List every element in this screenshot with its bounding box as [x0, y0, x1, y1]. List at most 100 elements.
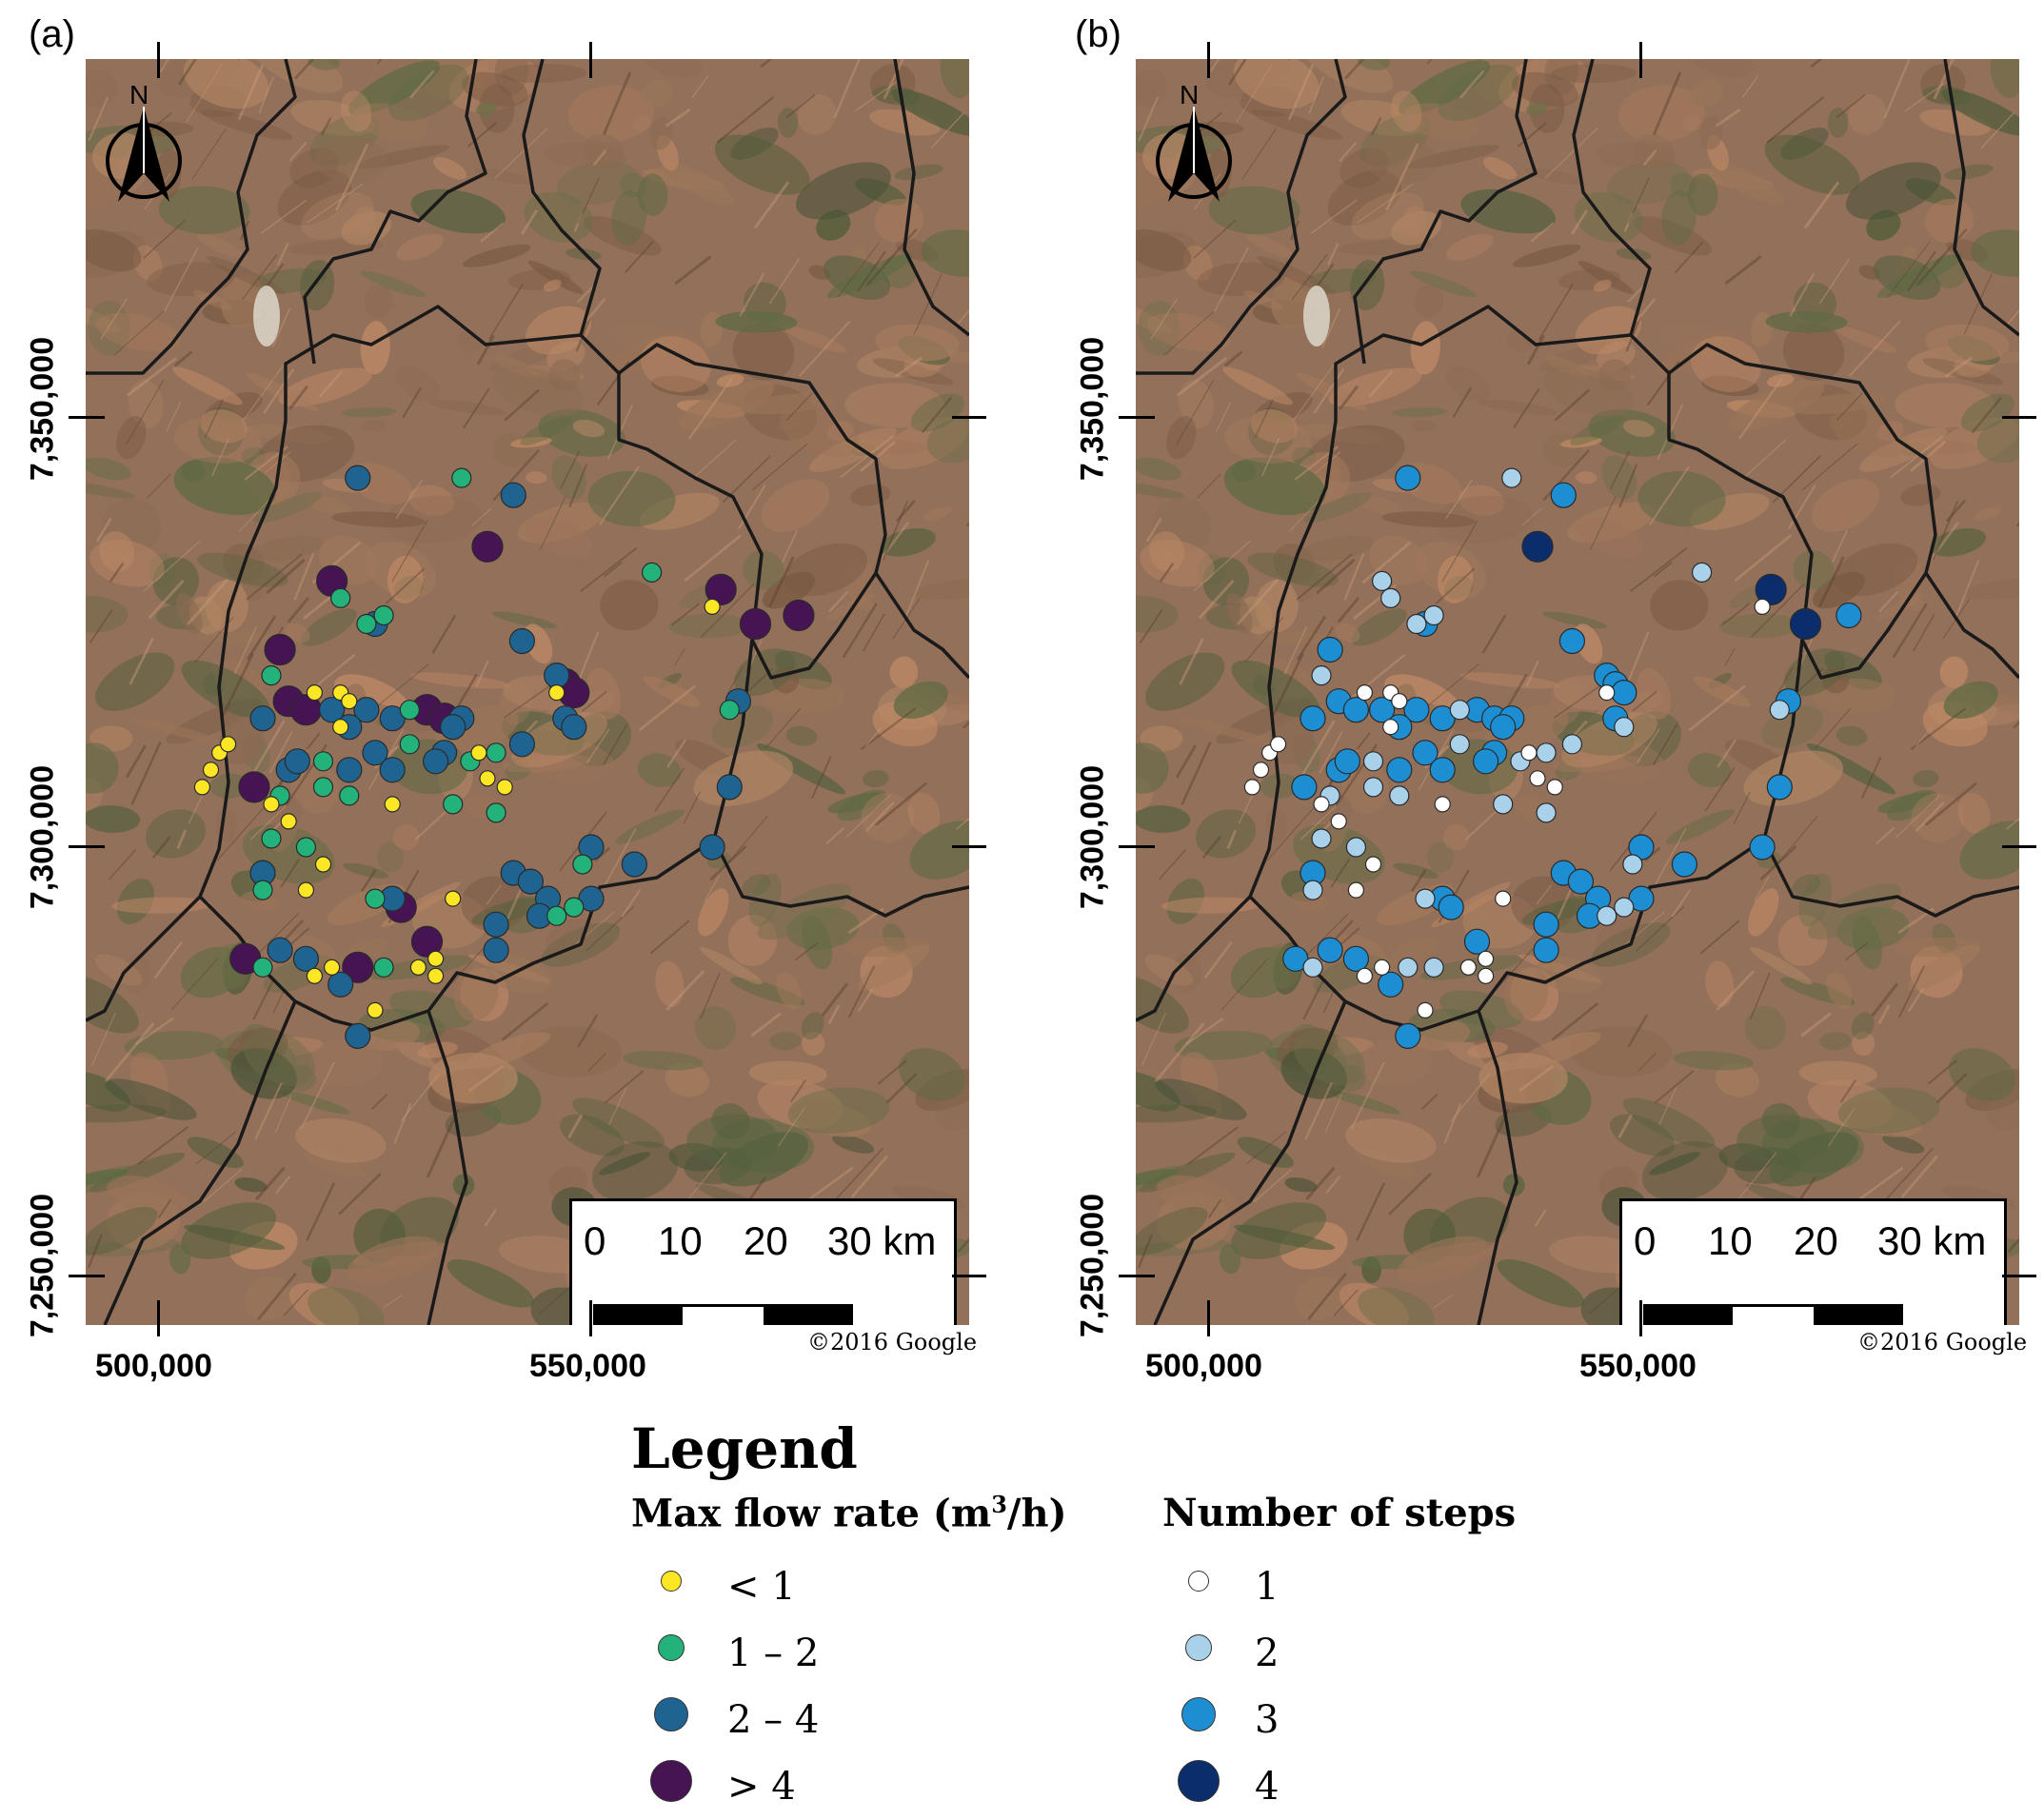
well-point[interactable] [1622, 854, 1643, 875]
well-point[interactable] [1611, 679, 1637, 706]
well-point[interactable] [517, 868, 544, 895]
well-point[interactable] [1558, 627, 1585, 655]
well-point[interactable] [263, 796, 280, 813]
well-point[interactable] [330, 587, 351, 609]
well-point[interactable] [544, 662, 570, 689]
well-point[interactable] [427, 950, 445, 967]
well-point[interactable] [297, 881, 314, 899]
well-point[interactable] [1330, 813, 1347, 830]
well-point[interactable] [362, 740, 388, 766]
well-point[interactable] [1302, 957, 1323, 978]
well-point[interactable] [1533, 911, 1559, 938]
well-point[interactable] [1417, 1001, 1434, 1019]
well-point[interactable] [1398, 957, 1419, 978]
well-point[interactable] [238, 771, 270, 803]
well-point[interactable] [373, 604, 394, 626]
well-point[interactable] [252, 880, 273, 900]
well-point[interactable] [1536, 802, 1557, 823]
well-point[interactable] [1490, 714, 1517, 741]
well-point[interactable] [1614, 717, 1635, 738]
well-point[interactable] [249, 705, 276, 732]
well-point[interactable] [1449, 700, 1470, 721]
well-point[interactable] [261, 664, 282, 686]
well-point[interactable] [1252, 762, 1270, 779]
well-point[interactable] [471, 530, 504, 563]
well-point[interactable] [193, 779, 211, 796]
well-point[interactable] [1317, 636, 1343, 663]
well-point[interactable] [339, 785, 360, 806]
well-point[interactable] [572, 854, 593, 875]
well-point[interactable] [345, 1022, 371, 1050]
well-point[interactable] [379, 757, 406, 783]
well-point[interactable] [1449, 734, 1470, 755]
well-point[interactable] [716, 774, 743, 801]
well-point[interactable] [1300, 705, 1326, 732]
well-point[interactable] [443, 794, 464, 815]
well-point[interactable] [1769, 700, 1790, 721]
well-point[interactable] [508, 627, 535, 655]
well-point[interactable] [486, 742, 506, 763]
well-point[interactable] [399, 734, 420, 755]
well-point[interactable] [1766, 774, 1793, 801]
well-point[interactable] [1429, 757, 1456, 783]
well-point[interactable] [384, 796, 401, 813]
well-point[interactable] [1749, 834, 1776, 861]
well-point[interactable] [1313, 796, 1330, 813]
well-point[interactable] [1382, 719, 1399, 736]
well-point[interactable] [1386, 757, 1413, 783]
well-point[interactable] [1434, 796, 1451, 813]
well-point[interactable] [719, 700, 740, 721]
well-point[interactable] [423, 748, 449, 775]
map-frame[interactable]: N 0 10 20 30 km [1136, 59, 2019, 1325]
well-point[interactable] [641, 562, 663, 584]
well-point[interactable] [1362, 777, 1384, 798]
well-point[interactable] [1614, 897, 1635, 918]
well-point[interactable] [341, 693, 358, 710]
well-point[interactable] [508, 731, 535, 758]
well-point[interactable] [264, 633, 296, 666]
well-point[interactable] [704, 573, 737, 606]
well-point[interactable] [1520, 744, 1538, 762]
well-point[interactable] [564, 897, 585, 918]
well-point[interactable] [1536, 742, 1557, 763]
satellite-map[interactable] [86, 59, 969, 1325]
well-point[interactable] [353, 697, 380, 723]
well-point[interactable] [1561, 734, 1582, 755]
well-point[interactable] [483, 937, 509, 963]
well-point[interactable] [1423, 957, 1444, 978]
well-point[interactable] [500, 482, 526, 508]
well-point[interactable] [1369, 697, 1396, 723]
well-point[interactable] [324, 959, 341, 976]
well-point[interactable] [1311, 664, 1332, 686]
well-point[interactable] [327, 971, 354, 998]
well-point[interactable] [336, 757, 363, 783]
map-frame[interactable]: N 0 10 20 30 km [86, 59, 969, 1325]
well-point[interactable] [1395, 1022, 1421, 1050]
well-point[interactable] [1378, 971, 1404, 998]
well-point[interactable] [783, 599, 815, 632]
well-point[interactable] [1597, 905, 1617, 926]
well-point[interactable] [1415, 888, 1436, 909]
well-point[interactable] [1317, 937, 1343, 963]
well-point[interactable] [1389, 785, 1410, 806]
well-point[interactable] [1501, 467, 1522, 488]
well-point[interactable] [1478, 950, 1495, 967]
well-point[interactable] [1342, 697, 1369, 723]
well-point[interactable] [342, 951, 374, 983]
well-point[interactable] [261, 828, 282, 849]
well-point[interactable] [409, 959, 427, 976]
well-point[interactable] [373, 957, 394, 978]
well-point[interactable] [1755, 573, 1787, 606]
well-point[interactable] [1836, 602, 1862, 629]
well-point[interactable] [479, 770, 496, 787]
well-point[interactable] [1347, 881, 1364, 899]
well-point[interactable] [319, 697, 346, 723]
well-point[interactable] [621, 851, 648, 878]
well-point[interactable] [483, 911, 509, 938]
well-point[interactable] [367, 1001, 384, 1019]
well-point[interactable] [1550, 482, 1577, 508]
well-point[interactable] [1291, 774, 1318, 801]
well-point[interactable] [306, 967, 323, 984]
well-point[interactable] [1302, 880, 1323, 900]
well-point[interactable] [1473, 748, 1499, 775]
